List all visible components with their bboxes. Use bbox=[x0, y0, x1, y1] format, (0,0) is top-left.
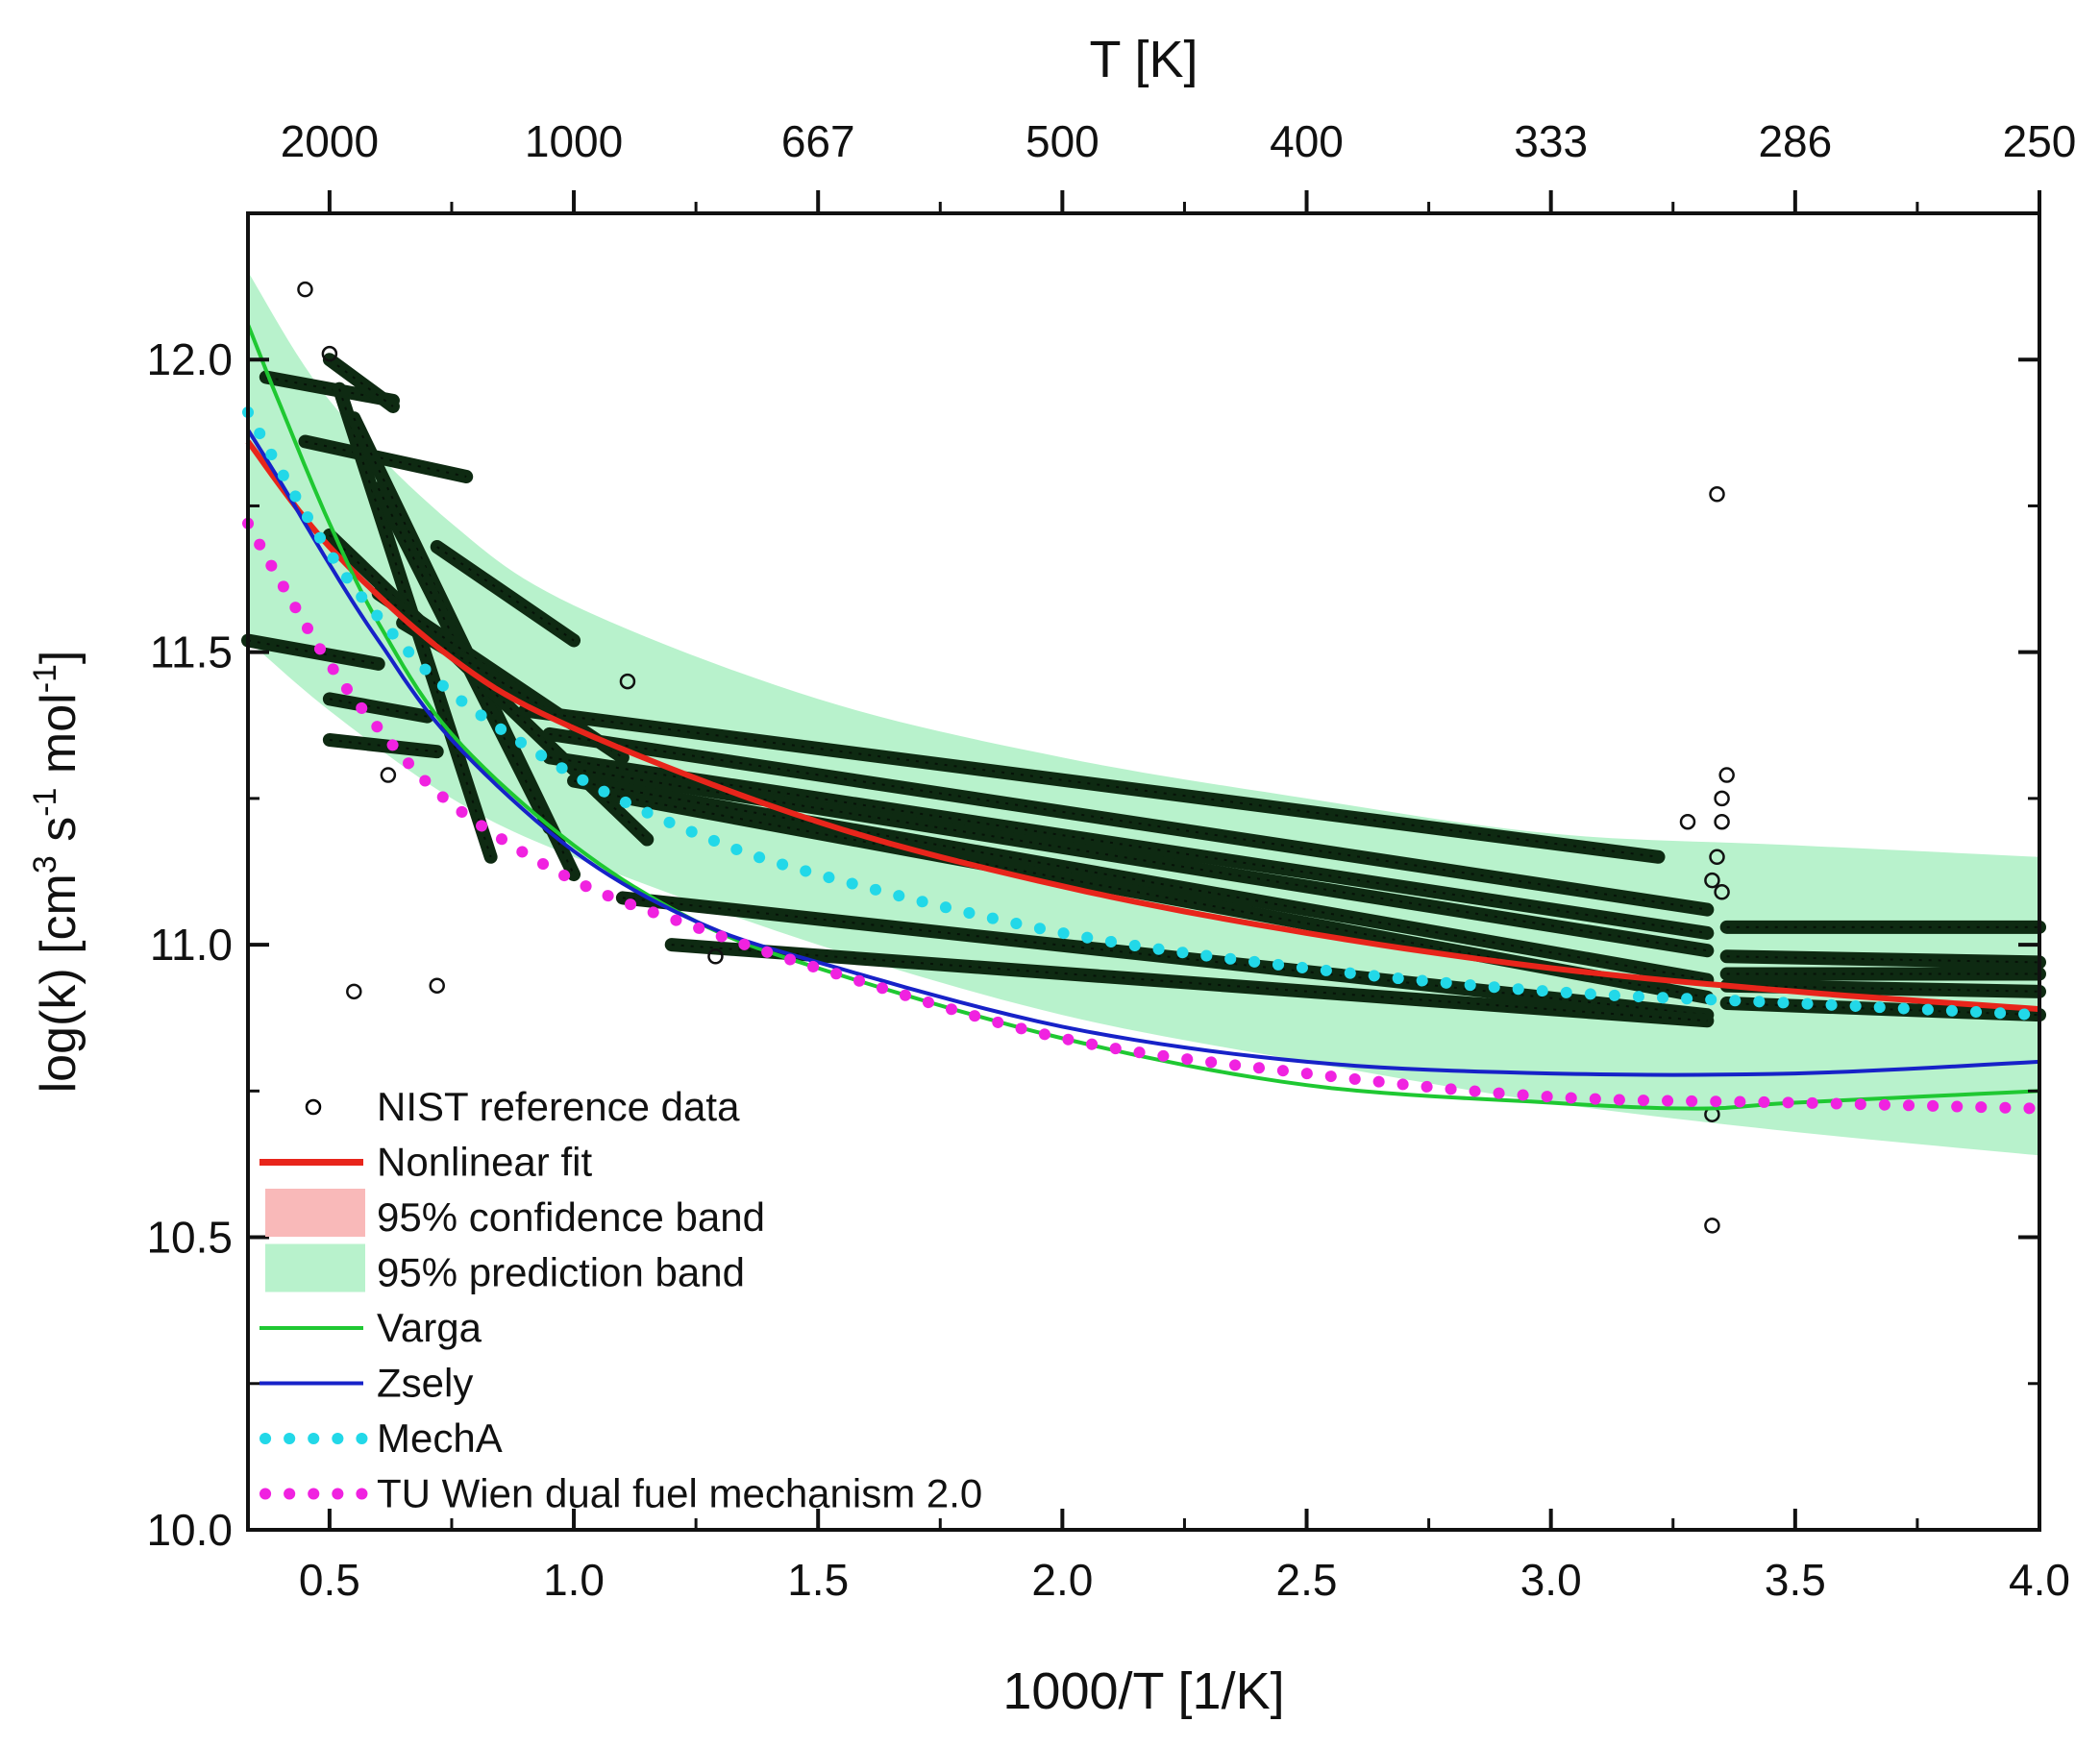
series-zsely bbox=[246, 429, 2040, 1077]
legend-item: NIST reference data bbox=[305, 1084, 740, 1129]
y-label-sup-3: -1 bbox=[27, 664, 63, 693]
y-label-part-4: ] bbox=[31, 651, 86, 664]
nist-segment bbox=[567, 774, 1715, 987]
nist-point bbox=[1709, 849, 1725, 866]
x-tick-label: 1.0 bbox=[543, 1555, 605, 1605]
nist-segment-texture bbox=[378, 592, 624, 759]
plot-frame bbox=[246, 211, 2041, 1532]
nist-point bbox=[707, 948, 724, 965]
x-tick-label: 1.5 bbox=[787, 1555, 849, 1605]
legend-label: Varga bbox=[377, 1305, 482, 1350]
nist-point bbox=[1679, 813, 1696, 830]
nist-point bbox=[380, 767, 397, 783]
top-tick-label: 667 bbox=[781, 116, 855, 166]
y-tick-label: 12.0 bbox=[146, 334, 233, 384]
legend-label: Zsely bbox=[377, 1361, 473, 1406]
y-label-part-2: s bbox=[31, 817, 86, 855]
y-label-sup-2: -1 bbox=[27, 788, 63, 817]
x-tick-label: 2.5 bbox=[1276, 1555, 1338, 1605]
nist-point bbox=[619, 673, 636, 690]
nist-point bbox=[321, 345, 338, 362]
top-tick-label: 500 bbox=[1025, 116, 1099, 166]
nist-point bbox=[297, 281, 313, 298]
top-tick-label: 250 bbox=[2003, 116, 2077, 166]
nist-segment bbox=[615, 891, 1715, 1022]
y-tick-label: 11.5 bbox=[150, 627, 233, 677]
nist-segment-texture bbox=[247, 639, 379, 665]
top-tick-label: 333 bbox=[1514, 116, 1588, 166]
nist-segment bbox=[430, 540, 581, 648]
nist-point bbox=[1714, 790, 1730, 807]
nist-point bbox=[1709, 486, 1725, 503]
legend-item: Zsely bbox=[259, 1361, 473, 1406]
y-tick-label: 10.0 bbox=[146, 1505, 233, 1555]
legend-label: NIST reference data bbox=[377, 1084, 740, 1129]
y-label-part-1: log(k) [cm bbox=[31, 874, 86, 1093]
nist-segment bbox=[542, 726, 1715, 917]
nist-segment-texture bbox=[329, 358, 394, 407]
series-mecha bbox=[242, 406, 2045, 1021]
legend-label: MechA bbox=[377, 1415, 503, 1461]
x-tick-label: 3.5 bbox=[1765, 1555, 1826, 1605]
nist-segment bbox=[567, 762, 1715, 958]
nist-point bbox=[429, 977, 445, 994]
legend-label: Nonlinear fit bbox=[377, 1140, 592, 1185]
top-tick-label: 400 bbox=[1270, 116, 1344, 166]
legend: NIST reference data Nonlinear fit 95% conf… bbox=[259, 1084, 982, 1516]
series-tu-wien-dual-fuel-mechanism-2-0 bbox=[242, 517, 2045, 1115]
x-tick-label: 2.0 bbox=[1031, 1555, 1093, 1605]
legend-item: TU Wien dual fuel mechanism 2.0 bbox=[259, 1471, 982, 1516]
legend-marker-circle bbox=[305, 1098, 322, 1116]
legend-item: 95% confidence band bbox=[265, 1189, 765, 1240]
nist-segment-texture bbox=[671, 944, 1708, 1022]
nist-point bbox=[346, 983, 362, 1000]
nist-point bbox=[1714, 884, 1730, 900]
top-tick-label: 2000 bbox=[281, 116, 379, 166]
x-tick-label: 0.5 bbox=[299, 1555, 360, 1605]
y-tick-label: 11.0 bbox=[150, 920, 233, 970]
series-nonlinear-fit bbox=[245, 439, 2040, 1013]
nist-segment bbox=[542, 750, 1715, 940]
legend-item: Varga bbox=[259, 1305, 482, 1350]
nist-segment-texture bbox=[329, 698, 428, 718]
legend-item: MechA bbox=[259, 1415, 503, 1461]
legend-label: 95% prediction band bbox=[377, 1250, 745, 1295]
x-tick-label: 3.0 bbox=[1520, 1555, 1582, 1605]
nist-segment-texture bbox=[1726, 955, 2040, 964]
top-axis-label: T [K] bbox=[1089, 31, 1198, 88]
legend-marker-fill bbox=[265, 1243, 365, 1292]
legend-item: Nonlinear fit bbox=[259, 1140, 592, 1185]
legend-marker-fill bbox=[265, 1189, 365, 1237]
top-tick-label: 286 bbox=[1758, 116, 1832, 166]
nist-segment bbox=[298, 434, 474, 483]
legend-label: TU Wien dual fuel mechanism 2.0 bbox=[377, 1471, 982, 1516]
nist-point bbox=[1704, 1218, 1720, 1234]
nist-point bbox=[1714, 813, 1730, 830]
series-layer bbox=[242, 323, 2045, 1115]
y-tick-label: 10.5 bbox=[146, 1213, 233, 1263]
nist-segment bbox=[322, 733, 444, 759]
nist-segment-texture bbox=[525, 709, 1659, 858]
ticks-layer: 0.5 1.0 1.5 2.0 2.5 3.0 3.5 4.0 2000 1000 667 500 40… bbox=[146, 116, 2076, 1605]
y-label-part-3: mol bbox=[31, 693, 86, 787]
nist-point bbox=[1718, 767, 1735, 783]
top-tick-label: 1000 bbox=[525, 116, 623, 166]
nist-point bbox=[1704, 872, 1720, 889]
x-tick-label: 4.0 bbox=[2009, 1555, 2070, 1605]
nist-segment-texture bbox=[1726, 984, 2040, 993]
y-label-sup-1: 3 bbox=[27, 855, 63, 874]
y-axis-label: log(k) [cm3 s-1 mol-1] bbox=[27, 651, 86, 1094]
legend-item: 95% prediction band bbox=[265, 1243, 745, 1295]
nist-points-layer bbox=[297, 281, 1735, 1234]
x-axis-label: 1000/T [1/K] bbox=[1002, 1662, 1284, 1720]
legend-label: 95% confidence band bbox=[377, 1194, 765, 1240]
